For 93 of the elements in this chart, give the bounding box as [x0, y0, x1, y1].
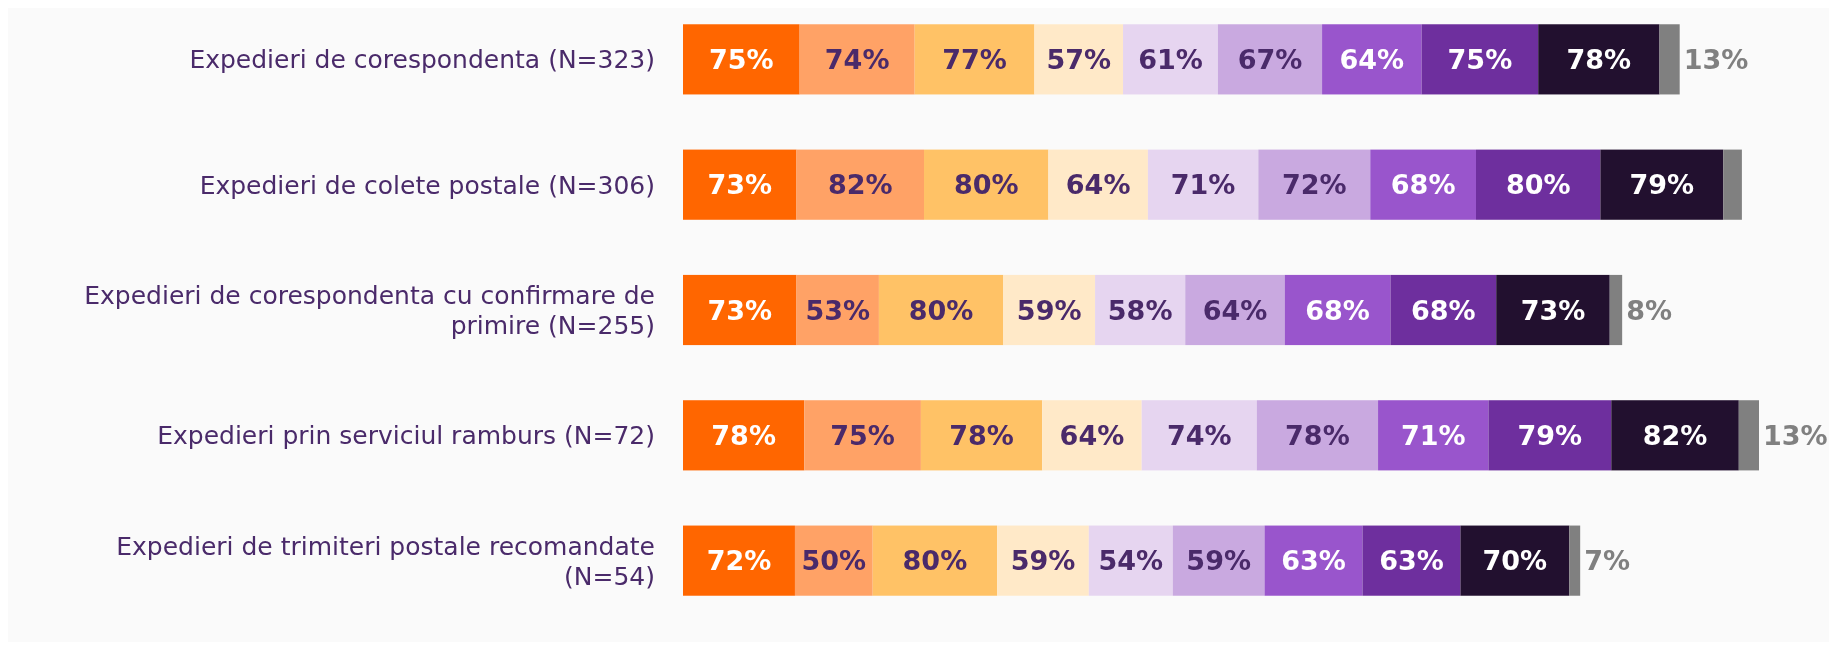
bar [1460, 525, 1570, 596]
bar [1147, 149, 1259, 220]
data-label: 79% [1629, 169, 1695, 201]
data-label: 71% [1170, 169, 1236, 201]
bar [1421, 24, 1539, 95]
data-label: 72% [1281, 169, 1347, 201]
bar [1034, 24, 1124, 95]
bar [683, 24, 800, 95]
bar [1569, 525, 1581, 596]
data-label: 57% [1046, 43, 1112, 75]
data-label: 64% [1065, 169, 1131, 201]
bar [1488, 400, 1612, 471]
bar [1659, 24, 1680, 95]
data-label: 75% [830, 419, 895, 451]
y-tick-label: Expedieri de corespondenta (N=323) [189, 44, 655, 74]
data-label: 58% [1107, 294, 1173, 326]
bar [1496, 274, 1610, 346]
bar [1723, 149, 1742, 220]
bar [920, 400, 1043, 471]
bar [1256, 400, 1379, 471]
data-label: 63% [1379, 545, 1444, 577]
data-label: 68% [1390, 169, 1456, 201]
data-label: 59% [1186, 545, 1251, 577]
bar [872, 525, 998, 596]
bar [1390, 274, 1497, 346]
data-label: 80% [908, 294, 974, 326]
data-label: 7% [1584, 545, 1631, 577]
data-label: 75% [1447, 43, 1513, 75]
data-label: 78% [711, 419, 776, 451]
data-label: 78% [1566, 43, 1632, 75]
data-label: 70% [1482, 545, 1548, 577]
bar [1042, 400, 1142, 471]
data-label: 72% [706, 545, 772, 577]
data-label: 74% [824, 43, 890, 75]
bar [1370, 149, 1476, 220]
data-label: 80% [902, 545, 968, 577]
data-label: 61% [1138, 43, 1203, 75]
data-label: 82% [827, 169, 893, 201]
data-label: 75% [708, 43, 774, 75]
bar [1609, 274, 1623, 346]
bar [1185, 274, 1285, 346]
data-label: 79% [1517, 419, 1583, 451]
bar [1141, 400, 1257, 471]
y-tick-label: Expedieri de trimiteri postale recomandate (N=54) [116, 531, 655, 591]
data-label: 73% [707, 294, 773, 326]
data-label: 50% [801, 545, 867, 577]
data-label: 73% [1520, 294, 1586, 326]
data-label: 64% [1059, 419, 1125, 451]
bar [878, 274, 1004, 346]
bar [924, 149, 1049, 220]
data-label: 80% [1505, 169, 1571, 201]
bar [914, 24, 1035, 95]
data-label: 13% [1763, 419, 1828, 451]
bar [804, 400, 921, 471]
data-label: 64% [1202, 294, 1268, 326]
data-label: 59% [1010, 545, 1076, 577]
data-label: 71% [1400, 419, 1466, 451]
bar [683, 149, 797, 220]
bar [683, 274, 797, 346]
data-label: 13% [1683, 43, 1749, 75]
bar [1476, 149, 1601, 220]
data-label: 8% [1626, 294, 1673, 326]
bar [1738, 400, 1759, 471]
bar [1600, 149, 1724, 220]
bar [799, 24, 915, 95]
y-tick-label: Expedieri prin serviciul ramburs (N=72) [157, 420, 655, 450]
bar [1611, 400, 1739, 471]
bar [683, 400, 805, 471]
bar [683, 525, 795, 596]
data-label: 59% [1016, 294, 1082, 326]
bar [1048, 149, 1148, 220]
data-label: 67% [1237, 43, 1303, 75]
data-label: 78% [1285, 419, 1350, 451]
data-label: 64% [1339, 43, 1405, 75]
data-label: 73% [707, 169, 773, 201]
data-label: 68% [1305, 294, 1370, 326]
data-label: 68% [1411, 294, 1476, 326]
y-tick-label: Expedieri de colete postale (N=306) [199, 170, 655, 200]
bar [1217, 24, 1323, 95]
data-label: 78% [949, 419, 1014, 451]
data-label: 80% [953, 169, 1019, 201]
data-label: 82% [1642, 419, 1708, 451]
bar [1538, 24, 1660, 95]
bar [1378, 400, 1489, 471]
data-label: 74% [1166, 419, 1232, 451]
data-label: 53% [805, 294, 871, 326]
bar [1322, 24, 1422, 95]
data-label: 63% [1281, 545, 1346, 577]
y-tick-label: Expedieri de corespondenta cu confirmare de primire (N=255) [84, 280, 655, 340]
data-label: 54% [1098, 545, 1164, 577]
bar [796, 149, 925, 220]
data-label: 77% [942, 43, 1007, 75]
bar [1258, 149, 1371, 220]
